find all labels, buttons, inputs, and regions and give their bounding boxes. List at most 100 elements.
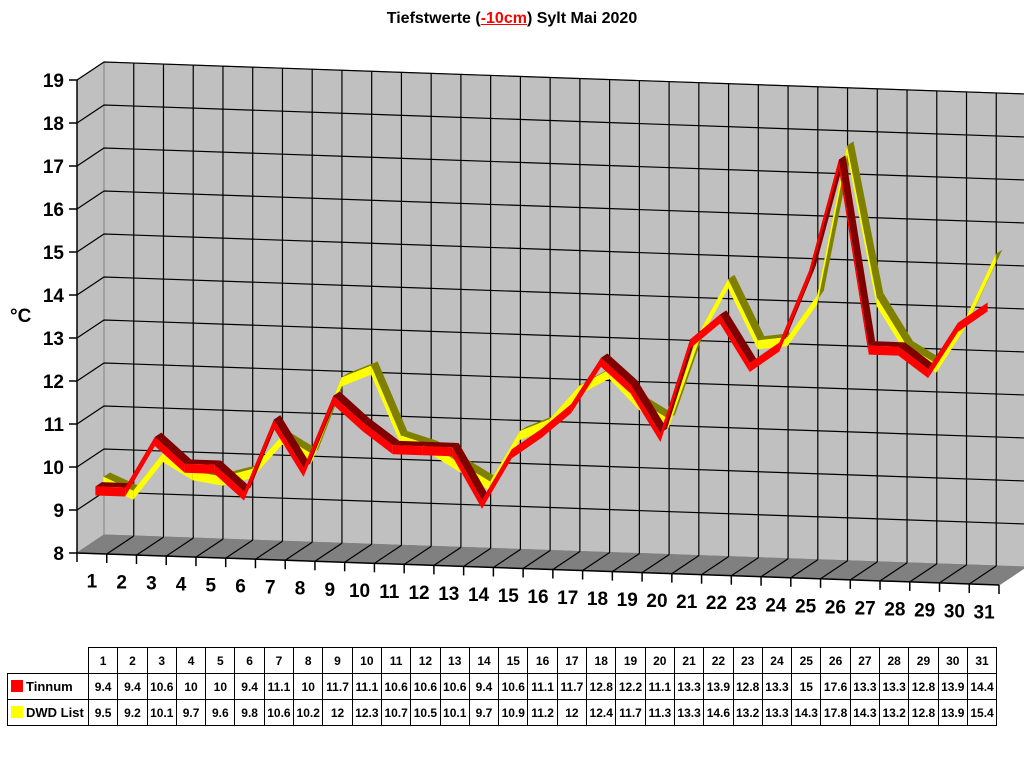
legend-swatch-yellow (11, 706, 23, 718)
table-cell: 10.7 (380, 699, 412, 726)
y-tick-label: 9 (53, 501, 64, 522)
table-cell: 17.8 (820, 699, 851, 726)
table-header-cell: 8 (293, 647, 324, 674)
table-cell: 13.9 (937, 673, 968, 700)
table-cell: 12.8 (908, 699, 939, 726)
table-cell: 9.4 (87, 673, 119, 700)
table-cell: 11.7 (615, 699, 646, 726)
table-cell: 9.7 (175, 699, 207, 726)
table-header-cell: 21 (673, 647, 705, 674)
x-tick-label: 11 (379, 582, 400, 603)
x-tick-label: 10 (349, 581, 370, 602)
table-cell: 13.9 (937, 699, 968, 726)
table-header-cell: 30 (937, 647, 968, 674)
series-tinnum-line (95, 155, 995, 509)
y-tick-label: 18 (43, 114, 64, 135)
table-header-cell: 27 (849, 647, 881, 674)
table-cell: 12.2 (615, 673, 646, 700)
table-header-cell: 13 (439, 647, 470, 674)
x-tick-label: 21 (676, 592, 698, 613)
title-highlight: -10cm (480, 10, 527, 27)
y-tick-label: 11 (44, 415, 65, 436)
table-cell: 9.5 (87, 699, 119, 726)
title-prefix: Tiefstwerte ( (386, 10, 481, 27)
table-cell: 13.9 (703, 673, 734, 700)
x-tick-label: 7 (265, 578, 276, 599)
table-cell: 10.6 (498, 673, 529, 700)
table-cell: 13.3 (761, 699, 793, 726)
table-cell: 10 (293, 673, 324, 700)
x-tick-label: 18 (587, 589, 608, 610)
y-tick-label: 14 (43, 286, 65, 307)
table-cell: 11.1 (351, 673, 382, 700)
x-tick-label: 12 (408, 583, 429, 604)
table-cell: 14.3 (849, 699, 881, 726)
table-header-cell: 14 (468, 647, 500, 674)
x-tick-label: 4 (176, 575, 187, 596)
table-row-tinnum: Tinnum 9.4 9.4 10.6 10 10 9.4 11.1 10 11.7 11.1 10… (7, 673, 998, 700)
table-cell: 13.3 (673, 673, 705, 700)
table-cell: 10.2 (293, 699, 324, 726)
x-tick-label: 16 (527, 587, 548, 608)
table-header-cell: 23 (732, 647, 763, 674)
table-cell: 10.1 (439, 699, 470, 726)
table-cell: 14.4 (966, 673, 998, 700)
table-cell: 13.3 (849, 673, 881, 700)
table-cell: 10.9 (498, 699, 529, 726)
y-tick-label: 17 (43, 157, 64, 178)
table-cell: 14.3 (791, 699, 822, 726)
table-cell: 10.6 (263, 699, 295, 726)
table-header-cell: 2 (117, 647, 148, 674)
table-cell: 12 (322, 699, 353, 726)
x-tick-label: 13 (438, 584, 459, 605)
table-cell: 17.6 (820, 673, 851, 700)
table-corner (7, 647, 89, 674)
table-header-cell: 3 (146, 647, 177, 674)
x-axis: 1 2 3 4 5 6 7 8 9 10 11 12 13 14 15 16 17 18 19 20 21 22 23 24 2… (76, 552, 1000, 623)
x-tick-label: 5 (206, 576, 217, 597)
table-header-cell: 22 (703, 647, 734, 674)
table-header-cell: 29 (908, 647, 939, 674)
table-header-cell: 6 (234, 647, 265, 674)
table-header-cell: 16 (527, 647, 558, 674)
y-tick-label: 12 (43, 372, 64, 393)
table-header-cell: 7 (263, 647, 295, 674)
y-tick-label: 16 (43, 200, 64, 221)
table-header-cell: 20 (644, 647, 675, 674)
legend-dwd-list: DWD List (7, 699, 89, 726)
table-cell: 10 (175, 673, 207, 700)
table-cell: 11.1 (644, 673, 675, 700)
x-tick-label: 26 (825, 597, 846, 618)
table-cell: 13.3 (673, 699, 705, 726)
legend-label: DWD List (26, 705, 84, 720)
x-tick-label: 15 (498, 586, 520, 607)
title-suffix: ) Sylt Mai 2020 (526, 10, 638, 27)
y-tick-label: 13 (43, 329, 64, 350)
table-cell: 10.6 (410, 673, 441, 700)
table-cell: 13.3 (761, 673, 793, 700)
table-cell: 12.8 (732, 673, 763, 700)
table-cell: 12 (556, 699, 588, 726)
x-tick-label: 2 (116, 573, 127, 594)
side-wall (76, 61, 105, 554)
table-cell: 11.1 (263, 673, 295, 700)
table-header-cell: 17 (556, 647, 588, 674)
table-cell: 10.1 (146, 699, 177, 726)
x-tick-label: 29 (914, 600, 935, 621)
table-cell: 10.6 (439, 673, 470, 700)
table-cell: 11.2 (527, 699, 558, 726)
table-header-cell: 12 (410, 647, 441, 674)
table-cell: 10.6 (380, 673, 412, 700)
table-cell: 15 (791, 673, 822, 700)
table-cell: 13.3 (879, 673, 910, 700)
table-header-cell: 10 (351, 647, 382, 674)
legend-tinnum: Tinnum (7, 673, 89, 700)
x-tick-label: 23 (736, 594, 757, 615)
data-table: 1 2 3 4 5 6 7 8 9 10 11 12 13 14 15 16 17 18 19 20 21 22 23 24 2… (7, 647, 998, 726)
table-cell: 13.2 (879, 699, 910, 726)
y-tick-label: 8 (53, 544, 64, 565)
table-cell: 14.6 (703, 699, 734, 726)
x-tick-label: 9 (325, 580, 336, 601)
x-tick-label: 27 (855, 598, 876, 619)
